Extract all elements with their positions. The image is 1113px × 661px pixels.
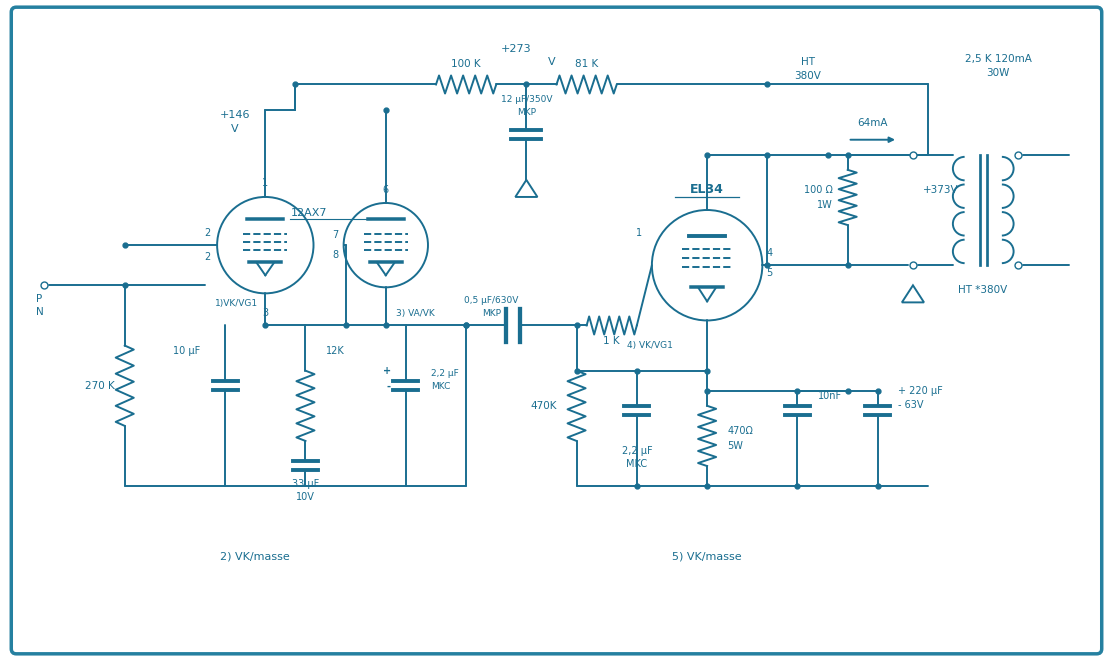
- Text: +273: +273: [501, 44, 532, 54]
- Text: MKP: MKP: [482, 309, 501, 318]
- Text: 2,2 µF: 2,2 µF: [621, 446, 652, 456]
- Text: 4: 4: [767, 248, 772, 258]
- Text: HT: HT: [800, 58, 815, 67]
- Text: 2) VK/masse: 2) VK/masse: [220, 551, 290, 561]
- Text: EL34: EL34: [690, 183, 725, 196]
- Text: 81 K: 81 K: [575, 59, 599, 69]
- Text: 2: 2: [204, 228, 210, 238]
- Text: 470K: 470K: [530, 401, 556, 410]
- Text: 1: 1: [263, 178, 268, 188]
- Text: 3) VA/VK: 3) VA/VK: [396, 309, 434, 318]
- Text: 33 µF: 33 µF: [292, 479, 319, 489]
- Text: MKP: MKP: [516, 108, 535, 117]
- Text: V: V: [232, 124, 239, 134]
- Text: 10 µF: 10 µF: [173, 346, 200, 356]
- Text: 380V: 380V: [794, 71, 821, 81]
- Text: 64mA: 64mA: [857, 118, 888, 128]
- Text: -: -: [387, 382, 391, 392]
- Text: 470Ω: 470Ω: [727, 426, 754, 436]
- Text: + 220 µF: + 220 µF: [898, 386, 943, 396]
- Text: 2,2 µF: 2,2 µF: [431, 369, 459, 378]
- Text: 2,5 K 120mA: 2,5 K 120mA: [965, 54, 1032, 64]
- Text: 4) VK/VG1: 4) VK/VG1: [627, 341, 672, 350]
- Text: MKC: MKC: [431, 382, 451, 391]
- Text: 100 K: 100 K: [451, 59, 481, 69]
- Text: 10nF: 10nF: [818, 391, 841, 401]
- Text: 100 Ω: 100 Ω: [804, 185, 833, 195]
- Text: +146: +146: [220, 110, 250, 120]
- Text: 1 K: 1 K: [603, 336, 620, 346]
- Text: MKC: MKC: [627, 459, 648, 469]
- Text: 12AX7: 12AX7: [290, 208, 327, 218]
- Text: 5: 5: [766, 268, 772, 278]
- Text: 0,5 µF/630V: 0,5 µF/630V: [464, 296, 519, 305]
- Text: +373V: +373V: [923, 185, 958, 195]
- Text: 10V: 10V: [296, 492, 315, 502]
- Text: 1)VK/VG1: 1)VK/VG1: [215, 299, 258, 308]
- Text: 12K: 12K: [326, 346, 344, 356]
- Text: 270 K: 270 K: [85, 381, 115, 391]
- Text: HT *380V: HT *380V: [958, 286, 1007, 295]
- Text: - 63V: - 63V: [898, 400, 924, 410]
- Text: 5) VK/masse: 5) VK/masse: [672, 551, 742, 561]
- Text: 30W: 30W: [986, 69, 1009, 79]
- Text: 3: 3: [263, 309, 268, 319]
- Text: 6: 6: [383, 185, 388, 195]
- Text: 1W: 1W: [817, 200, 833, 210]
- Text: N: N: [36, 307, 43, 317]
- Text: 7: 7: [333, 230, 338, 240]
- Text: 2: 2: [204, 253, 210, 262]
- Text: 1: 1: [636, 228, 642, 238]
- Text: V: V: [548, 58, 555, 67]
- Text: 8: 8: [333, 251, 338, 260]
- Text: +: +: [383, 366, 391, 375]
- Text: 12 µF/350V: 12 µF/350V: [501, 95, 552, 104]
- Text: P: P: [37, 294, 42, 304]
- Text: 5W: 5W: [727, 441, 743, 451]
